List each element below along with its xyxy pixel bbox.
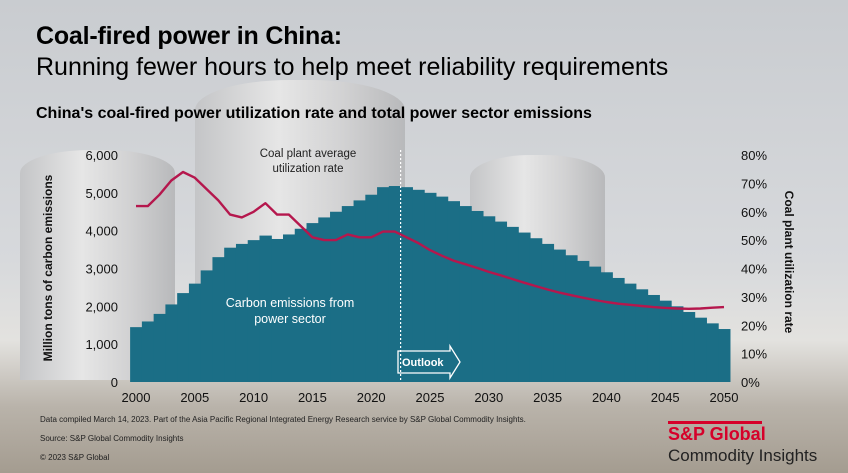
emissions-bar-2046: [671, 306, 684, 382]
x-tick-label-2015: 2015: [298, 390, 327, 405]
emissions-bar-2038: [577, 260, 590, 382]
emissions-bar-2034: [529, 238, 543, 382]
y-right-tick-label: 60%: [741, 205, 767, 220]
x-tick-label-2020: 2020: [357, 390, 386, 405]
y-right-tick-label: 20%: [741, 318, 767, 333]
y-right-tick-label: 30%: [741, 290, 767, 305]
y-left-tick-label: 0: [111, 375, 118, 390]
y-left-tick-label: 5,000: [85, 186, 118, 201]
emissions-bar-2026: [435, 196, 449, 382]
emissions-bar-2004: [177, 293, 190, 382]
x-tick-label-2030: 2030: [474, 390, 503, 405]
emissions-bar-2011: [259, 235, 272, 382]
chart-title: China's coal-fired power utilization rat…: [36, 105, 592, 122]
y-left-tick-label: 6,000: [85, 148, 118, 163]
emissions-bar-2003: [165, 304, 178, 382]
x-tick-label-2035: 2035: [533, 390, 562, 405]
emissions-bar-2010: [247, 240, 261, 383]
emissions-bar-2032: [506, 226, 519, 382]
emissions-bar-2040: [600, 272, 613, 382]
emissions-bar-2007: [212, 257, 225, 382]
emissions-bar-2024: [412, 189, 425, 382]
emissions-bar-2050: [718, 329, 731, 382]
outlook-arrow-icon: [397, 343, 461, 381]
brand-division: Commodity Insights: [668, 446, 818, 465]
y-left-tick-label: 3,000: [85, 262, 118, 277]
emissions-bar-2023: [400, 187, 413, 382]
emissions-bar-2014: [294, 228, 308, 382]
emissions-bar-2019: [353, 200, 366, 382]
x-tick-label-2045: 2045: [651, 390, 680, 405]
emissions-bar-2000: [130, 327, 143, 382]
emissions-bar-2049: [706, 323, 719, 382]
emissions-bar-2001: [141, 321, 155, 382]
y-right-tick-label: 70%: [741, 176, 767, 191]
emissions-bar-2018: [341, 206, 355, 382]
emissions-bar-2009: [235, 243, 249, 382]
y-right-tick-label: 40%: [741, 262, 767, 277]
emissions-bar-2042: [624, 283, 637, 382]
y-left-tick-label: 2,000: [85, 299, 118, 314]
y-right-tick-label: 10%: [741, 347, 767, 362]
y-right-axis-title: Coal plant utilization rate: [782, 191, 796, 334]
emissions-bar-2045: [659, 300, 672, 382]
emissions-bar-2017: [330, 211, 343, 382]
emissions-bar-2029: [471, 210, 484, 382]
x-tick-label-2025: 2025: [416, 390, 445, 405]
emissions-bar-2021: [377, 187, 390, 382]
y-right-tick-label: 0%: [741, 375, 760, 390]
emissions-bar-2044: [647, 294, 660, 382]
emissions-bar-2027: [447, 201, 460, 382]
x-tick-label-2050: 2050: [710, 390, 739, 405]
emissions-bar-2039: [588, 266, 602, 382]
emissions-bar-2012: [271, 238, 284, 382]
utilization-line: [136, 170, 725, 310]
footer-copyright: © 2023 S&P Global: [40, 453, 110, 462]
page-subtitle: Running fewer hours to help meet reliabi…: [36, 53, 669, 81]
emissions-bar-2013: [283, 234, 296, 382]
x-tick-label-2010: 2010: [239, 390, 268, 405]
brand-name: S&P Global: [668, 424, 766, 444]
emissions-bar-2037: [565, 255, 578, 382]
emissions-bar-2030: [482, 216, 496, 382]
emissions-bar-2033: [518, 232, 531, 382]
emissions-bar-2048: [694, 317, 707, 382]
emissions-bar-2047: [682, 312, 696, 382]
emissions-bar-2041: [612, 277, 625, 382]
emissions-bar-2008: [224, 247, 237, 382]
page-title: Coal-fired power in China:: [36, 22, 342, 50]
brand-rule: [668, 421, 762, 424]
y-left-tick-label: 4,000: [85, 224, 118, 239]
x-tick-label-2005: 2005: [180, 390, 209, 405]
emissions-bar-2022: [388, 186, 402, 382]
emissions-bar-2016: [318, 217, 331, 382]
utilization-annotation: Coal plant average utilization rate: [260, 148, 357, 175]
y-right-tick-label: 80%: [741, 148, 767, 163]
y-left-axis-title: Million tons of carbon emissions: [41, 174, 55, 361]
y-right-tick-label: 50%: [741, 233, 767, 248]
outlook-label: Outlook: [402, 357, 444, 369]
emissions-bar-2006: [200, 270, 214, 382]
emissions-bar-2028: [459, 206, 472, 382]
emissions-bar-2035: [541, 243, 555, 382]
y-left-tick-label: 1,000: [85, 337, 118, 352]
emissions-bar-2002: [153, 313, 166, 382]
footer-note: Data compiled March 14, 2023. Part of th…: [40, 415, 526, 424]
footer-source: Source: S&P Global Commodity Insights: [40, 434, 184, 443]
emissions-bar-2015: [306, 223, 319, 382]
x-tick-label-2000: 2000: [122, 390, 151, 405]
emissions-bar-2005: [188, 283, 202, 382]
x-tick-label-2040: 2040: [592, 390, 621, 405]
emissions-bar-2043: [635, 289, 649, 382]
emissions-annotation: Carbon emissions from power sector: [226, 296, 355, 326]
emissions-bar-2036: [553, 249, 566, 382]
emissions-bar-2020: [365, 194, 378, 382]
emissions-bar-2031: [494, 221, 508, 382]
emissions-bar-2025: [424, 192, 437, 382]
